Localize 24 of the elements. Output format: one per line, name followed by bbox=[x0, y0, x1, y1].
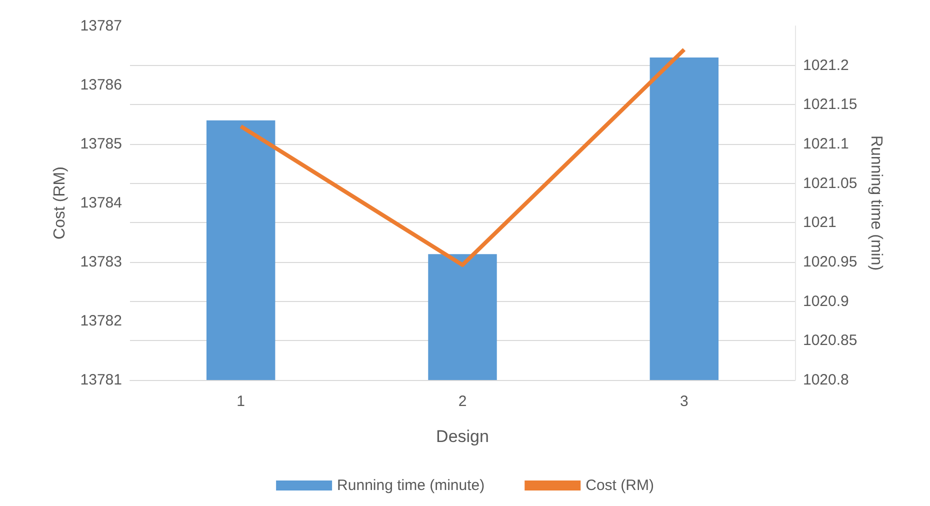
y2-tick-label: 1021.15 bbox=[803, 96, 858, 114]
legend-label: Cost (RM) bbox=[586, 477, 654, 494]
x-axis-title: Design bbox=[436, 427, 489, 446]
y2-tick-label: 1020.95 bbox=[803, 254, 858, 270]
y-tick-label: 13784 bbox=[80, 194, 122, 212]
y2-tick-label: 1021.2 bbox=[803, 56, 849, 74]
y-tick-label: 13783 bbox=[80, 254, 122, 270]
y-tick-label: 13786 bbox=[80, 76, 122, 94]
y-tick-label: 13787 bbox=[80, 18, 122, 34]
y-tick-label: 13781 bbox=[80, 372, 122, 388]
y2-tick-label: 1021.1 bbox=[803, 136, 849, 152]
y-tick-label: 13782 bbox=[80, 312, 122, 330]
y2-tick-label: 1020.85 bbox=[803, 332, 858, 350]
x-tick-label: 1 bbox=[236, 393, 246, 410]
x-tick-label: 3 bbox=[680, 393, 688, 410]
y2-tick-label: 1021 bbox=[803, 214, 836, 232]
y2-axis-title: Running time (min) bbox=[868, 135, 885, 271]
y-axis-title: Cost (RM) bbox=[52, 166, 68, 240]
y-tick-label: 13785 bbox=[80, 136, 122, 152]
x-tick-label: 2 bbox=[458, 393, 467, 410]
y2-tick-label: 1020.9 bbox=[803, 292, 849, 310]
legend-label: Running time (minute) bbox=[337, 477, 485, 494]
y2-tick-label: 1020.8 bbox=[803, 372, 849, 388]
y2-tick-label: 1021.05 bbox=[803, 174, 858, 192]
